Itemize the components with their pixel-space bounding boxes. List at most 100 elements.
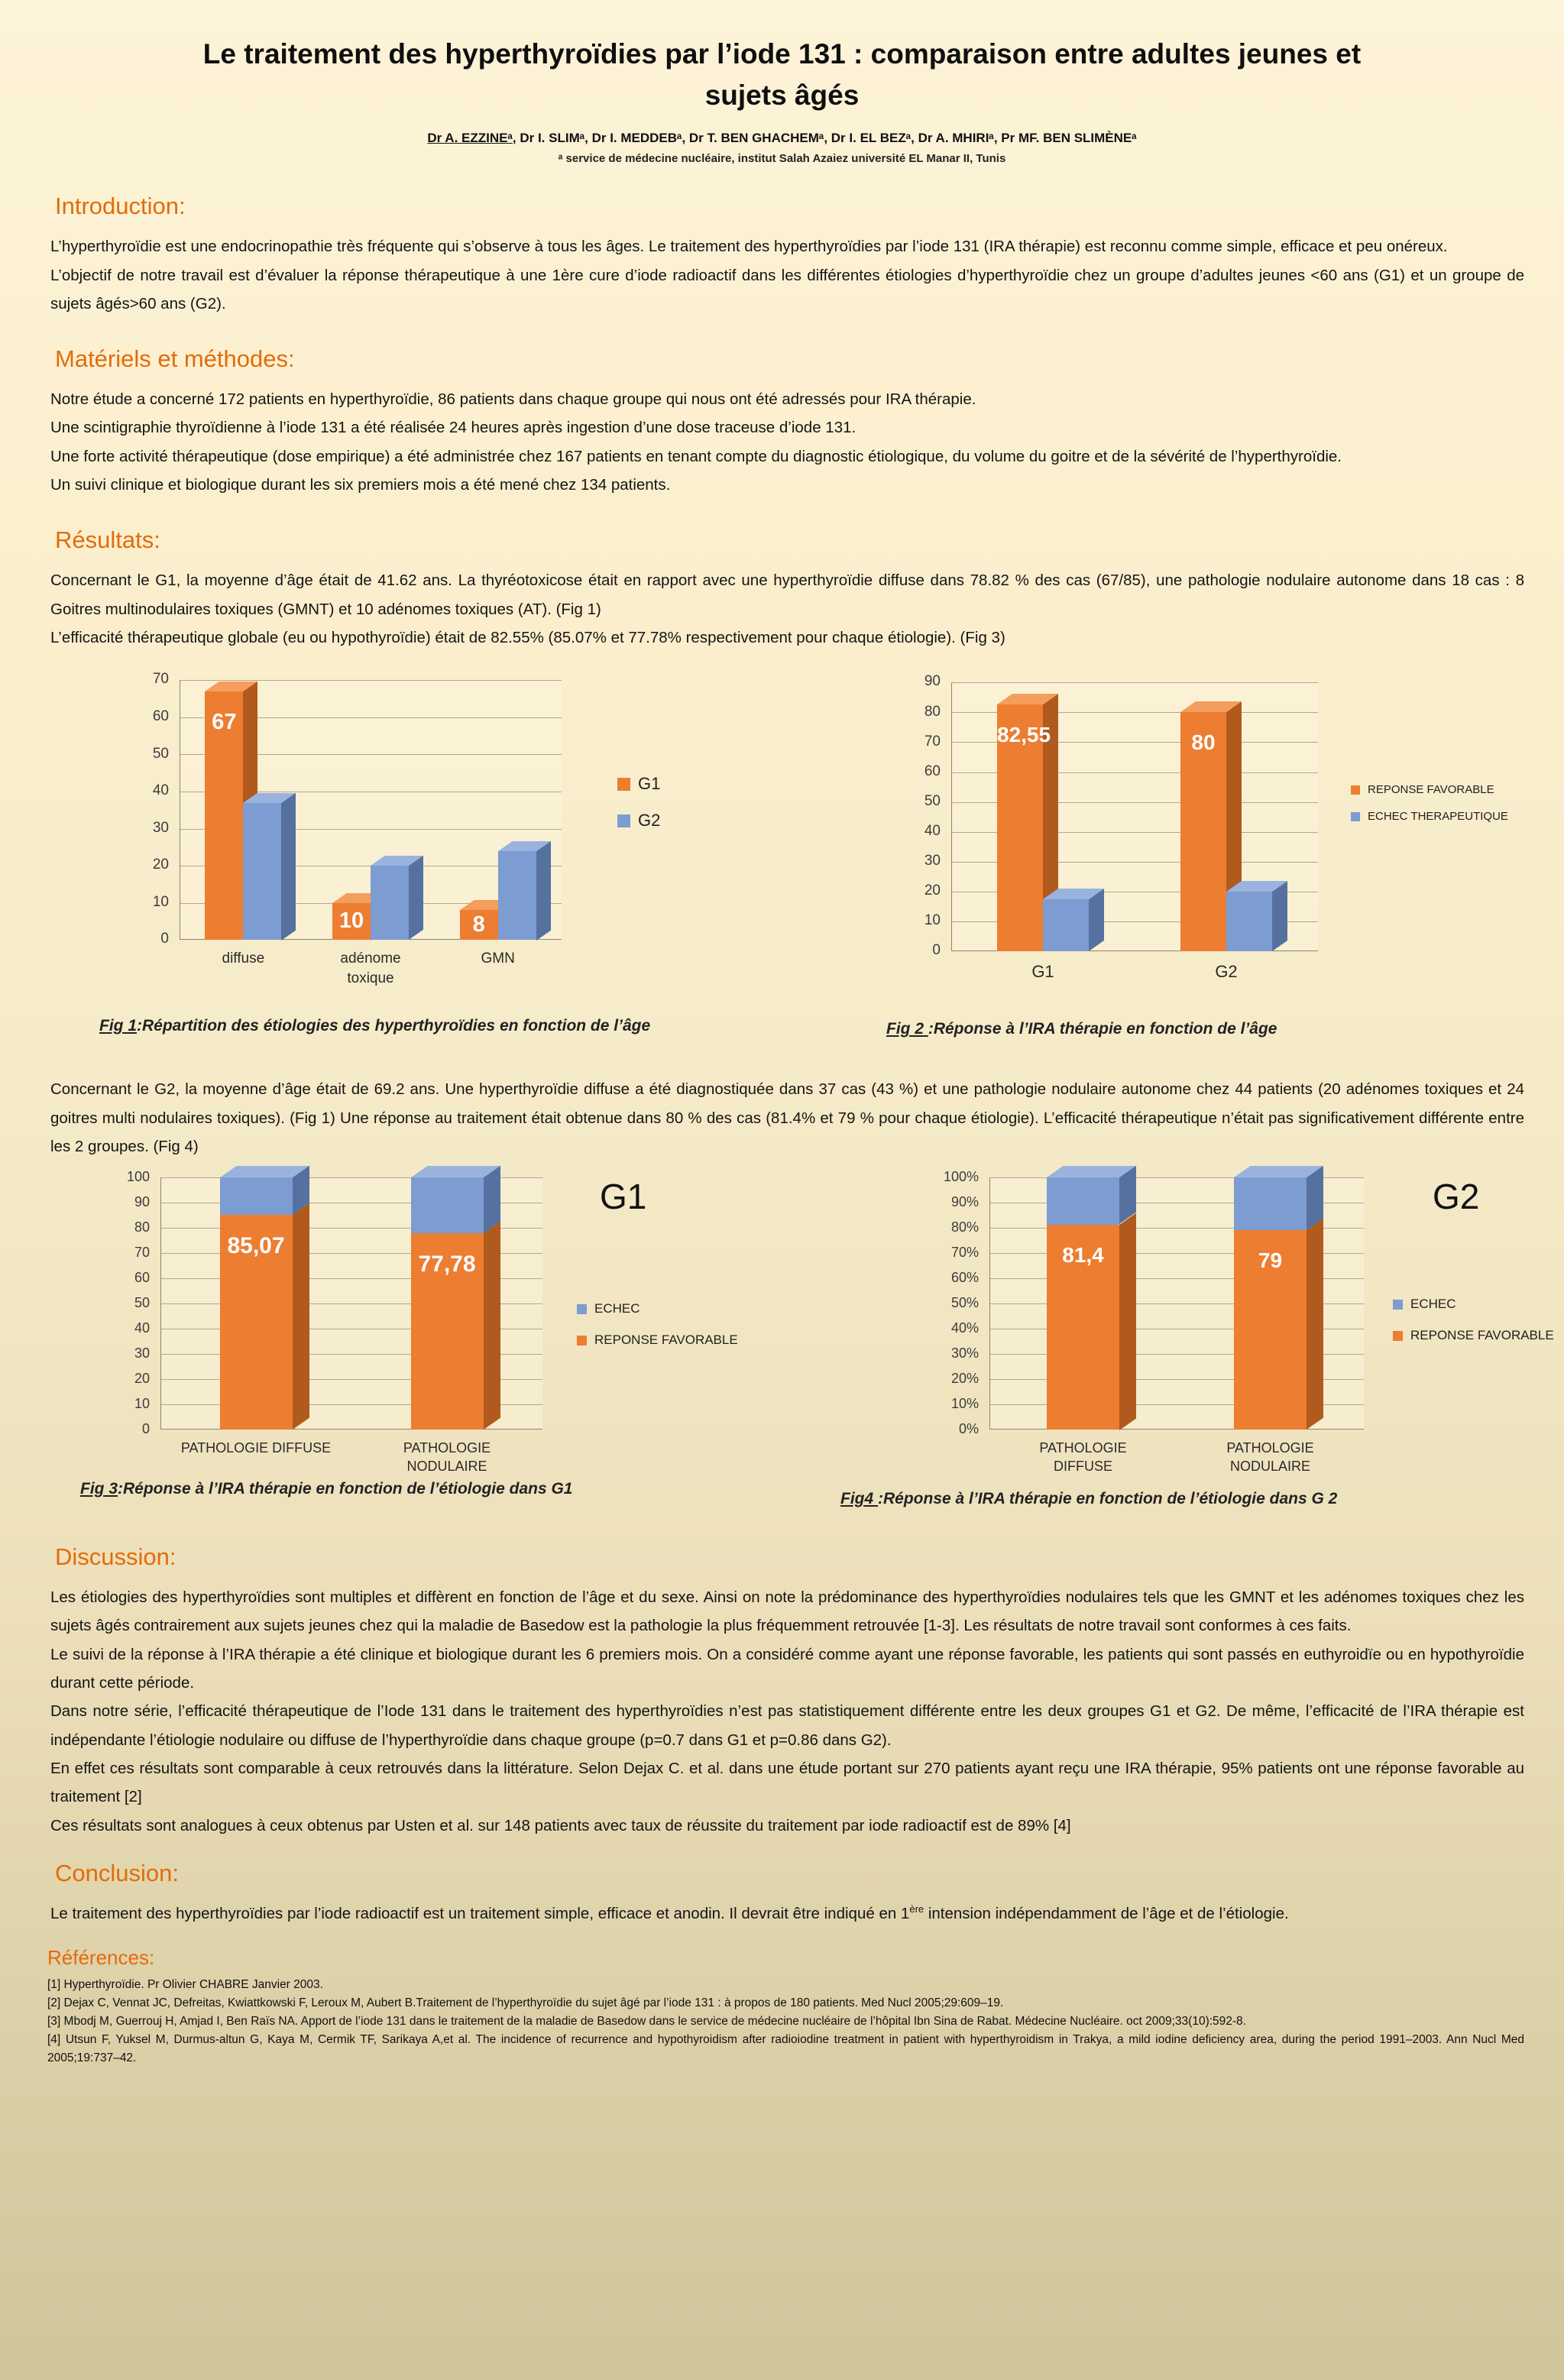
y-axis-tick-label: 80 xyxy=(134,1219,150,1235)
reference-item: [4] Utsun F, Yuksel M, Durmus-altun G, K… xyxy=(47,2033,1524,2065)
section-methods: Matériels et méthodes: Notre étude a con… xyxy=(0,345,1564,499)
gridline xyxy=(180,680,562,682)
page-title: Le traitement des hyperthyroïdies par l’… xyxy=(202,38,1362,111)
bar-segment xyxy=(219,1165,309,1216)
discussion-paragraph: En effet ces résultats sont comparable à… xyxy=(50,1759,1524,1806)
bar-value-label: 10 xyxy=(338,908,364,934)
legend-label: REPONSE FAVORABLE xyxy=(594,1332,738,1348)
y-axis-tick-label: 30 xyxy=(152,819,169,836)
y-axis-tick-label: 30% xyxy=(950,1345,979,1361)
bar-value-label: 85,07 xyxy=(227,1233,285,1259)
section-discussion: Discussion: Les étiologies des hyperthyr… xyxy=(0,1543,1564,1840)
discussion-heading: Discussion: xyxy=(55,1543,176,1571)
discussion-paragraph: Les étiologies des hyperthyroïdies sont … xyxy=(50,1588,1524,1635)
y-axis-tick-label: 70 xyxy=(134,1244,150,1260)
y-axis-tick-label: 100 xyxy=(126,1168,150,1184)
bar-segment xyxy=(1047,1165,1136,1225)
fig1-caption: Fig 1:Répartition des étiologies des hyp… xyxy=(99,1017,651,1035)
y-axis-tick-label: 10 xyxy=(924,912,941,929)
results-heading: Résultats: xyxy=(55,526,160,554)
y-axis-tick-label: 0 xyxy=(160,931,169,947)
gridline xyxy=(990,1253,1364,1255)
y-axis-tick-label: 0% xyxy=(958,1420,979,1436)
reponse-favorable-swatch xyxy=(1351,785,1360,795)
references-heading: Références: xyxy=(47,1946,155,1970)
methods-paragraph: Notre étude a concerné 172 patients en h… xyxy=(50,390,976,409)
legend-entry: G2 xyxy=(617,811,660,831)
bar-value-label: 8 xyxy=(472,912,485,937)
y-axis-tick-label: 70% xyxy=(950,1244,979,1260)
g1-swatch xyxy=(617,777,630,791)
gridline xyxy=(161,1354,542,1355)
bar-side-face xyxy=(1272,881,1287,952)
y-axis-tick-label: 90 xyxy=(134,1193,150,1209)
figures-row-1: 0 10 20 30 40 50 60 70 diffuse adénome toxique GMN… xyxy=(0,661,1564,1058)
x-axis-category-label: PATHOLOGIE NODULAIRE xyxy=(1226,1440,1314,1475)
bar-value-label: 79 xyxy=(1258,1248,1283,1273)
gridline xyxy=(161,1253,542,1255)
legend-entry: ECHEC THERAPEUTIQUE xyxy=(1351,810,1508,823)
bar-segment: 82,55 xyxy=(997,694,1058,952)
bar-side-face xyxy=(1119,1213,1136,1430)
y-axis-tick-label: 40 xyxy=(924,823,941,840)
x-axis-category-label: PATHOLOGIE DIFFUSE xyxy=(1039,1440,1127,1475)
y-axis-tick-label: 10 xyxy=(134,1395,150,1411)
gridline xyxy=(952,742,1318,743)
poster-header: Le traitement des hyperthyroïdies par l’… xyxy=(0,34,1564,165)
legend-label: REPONSE FAVORABLE xyxy=(1410,1328,1554,1343)
y-axis-tick-label: 0 xyxy=(932,942,941,959)
bar-segment: 85,07 xyxy=(219,1203,309,1430)
bar-segment xyxy=(410,1165,500,1234)
gridline xyxy=(952,712,1318,714)
bar-value-label: 67 xyxy=(212,709,237,734)
y-axis-tick-label: 20 xyxy=(134,1370,150,1386)
y-axis-tick-label: 30 xyxy=(134,1345,150,1361)
legend-entry: ECHEC xyxy=(577,1301,640,1316)
gridline xyxy=(990,1278,1364,1280)
y-axis-tick-label: 0 xyxy=(141,1420,150,1436)
gridline xyxy=(952,772,1318,773)
y-axis-tick-label: 40 xyxy=(134,1320,150,1336)
bar-value-label: 80 xyxy=(1191,730,1216,755)
x-axis-category-label: G1 xyxy=(1031,962,1054,982)
echec-therapeutique-swatch xyxy=(1351,811,1360,821)
methods-paragraph: Une forte activité thérapeutique (dose e… xyxy=(50,447,1342,465)
bar-side-face xyxy=(409,855,423,941)
reponse-favorable-swatch xyxy=(1393,1330,1403,1341)
y-axis-tick-label: 30 xyxy=(924,853,941,869)
bar-segment: 79 xyxy=(1234,1219,1323,1430)
fig3-chart: 0 10 20 30 40 50 60 70 80 90 100 PATHOLOGIE DIFFUSE… xyxy=(73,1165,738,1474)
bar-side-face xyxy=(1307,1219,1323,1430)
legend-entry: G1 xyxy=(617,774,660,794)
legend-label: ECHEC xyxy=(594,1301,640,1316)
conclusion-paragraph: Le traitement des hyperthyroïdies par l’… xyxy=(50,1902,1289,1922)
x-axis-category-label: diffuse xyxy=(222,950,265,967)
bar-value-label: 82,55 xyxy=(997,723,1051,747)
y-axis-tick-label: 70 xyxy=(924,733,941,750)
bar-side-face xyxy=(292,1203,309,1430)
gridline xyxy=(990,1177,1364,1179)
gridline xyxy=(952,682,1318,684)
y-axis-tick-label: 40 xyxy=(152,782,169,799)
y-axis-tick-label: 70 xyxy=(152,671,169,688)
bar-segment xyxy=(1226,881,1287,952)
legend-label: REPONSE FAVORABLE xyxy=(1368,783,1494,797)
introduction-heading: Introduction: xyxy=(55,193,186,220)
gridline xyxy=(952,831,1318,833)
reference-item: [3] Mbodj M, Guerrouj H, Amjad I, Ben Ra… xyxy=(47,2015,1246,2029)
y-axis-tick-label: 10 xyxy=(152,893,169,910)
results-paragraph: Concernant le G1, la moyenne d’âge était… xyxy=(50,572,1524,618)
gridline xyxy=(180,754,562,756)
legend-entry: ECHEC xyxy=(1393,1297,1456,1312)
gridline xyxy=(161,1177,542,1179)
methods-paragraph: Une scintigraphie thyroïdienne à l’iode … xyxy=(50,419,856,437)
legend-label: G1 xyxy=(638,774,661,794)
fig4-caption: Fig4 :Réponse à l’IRA thérapie en foncti… xyxy=(840,1490,1338,1508)
bar-segment: 67 xyxy=(205,681,258,941)
bar-segment: 8 xyxy=(459,900,513,941)
y-axis-tick-label: 80 xyxy=(924,703,941,720)
section-conclusion: Conclusion: Le traitement des hyperthyro… xyxy=(0,1860,1564,1928)
figures-row-2: 0 10 20 30 40 50 60 70 80 90 100 PATHOLOGIE DIFFUSE… xyxy=(0,1165,1564,1528)
gridline xyxy=(990,1354,1364,1355)
gridline xyxy=(990,1303,1364,1305)
